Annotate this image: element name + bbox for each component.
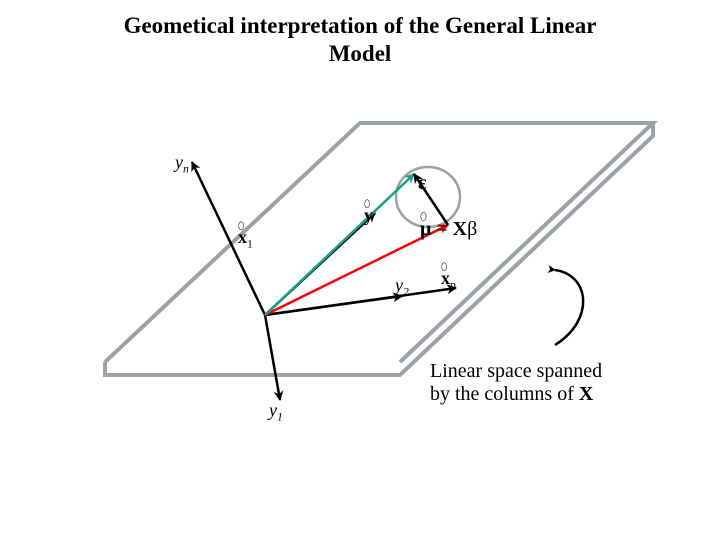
caption-line1: Linear space spanned bbox=[430, 360, 602, 382]
caption-linear-space: Linear space spanned by the columns of X bbox=[430, 360, 602, 406]
caption-line2b: X bbox=[579, 383, 593, 405]
label-y2: y2 bbox=[395, 275, 409, 299]
label-mu-equals-xbeta: μ⬯ = Xβ bbox=[420, 218, 477, 241]
label-y1: y1 bbox=[269, 400, 283, 424]
glm-diagram bbox=[0, 0, 720, 540]
label-yn: yn bbox=[175, 152, 189, 176]
vectors bbox=[192, 162, 456, 400]
label-y-vector: y⬯ bbox=[364, 205, 373, 226]
label-x1: x⬯1 bbox=[238, 227, 253, 251]
yn-axis bbox=[192, 162, 265, 315]
label-xp: x⬯p bbox=[441, 268, 456, 292]
caption-arrow bbox=[555, 270, 583, 345]
y1-axis bbox=[265, 315, 280, 400]
caption-line2a: by the columns of bbox=[430, 383, 579, 405]
label-epsilon: ε bbox=[418, 172, 427, 195]
y-vec bbox=[265, 174, 414, 315]
